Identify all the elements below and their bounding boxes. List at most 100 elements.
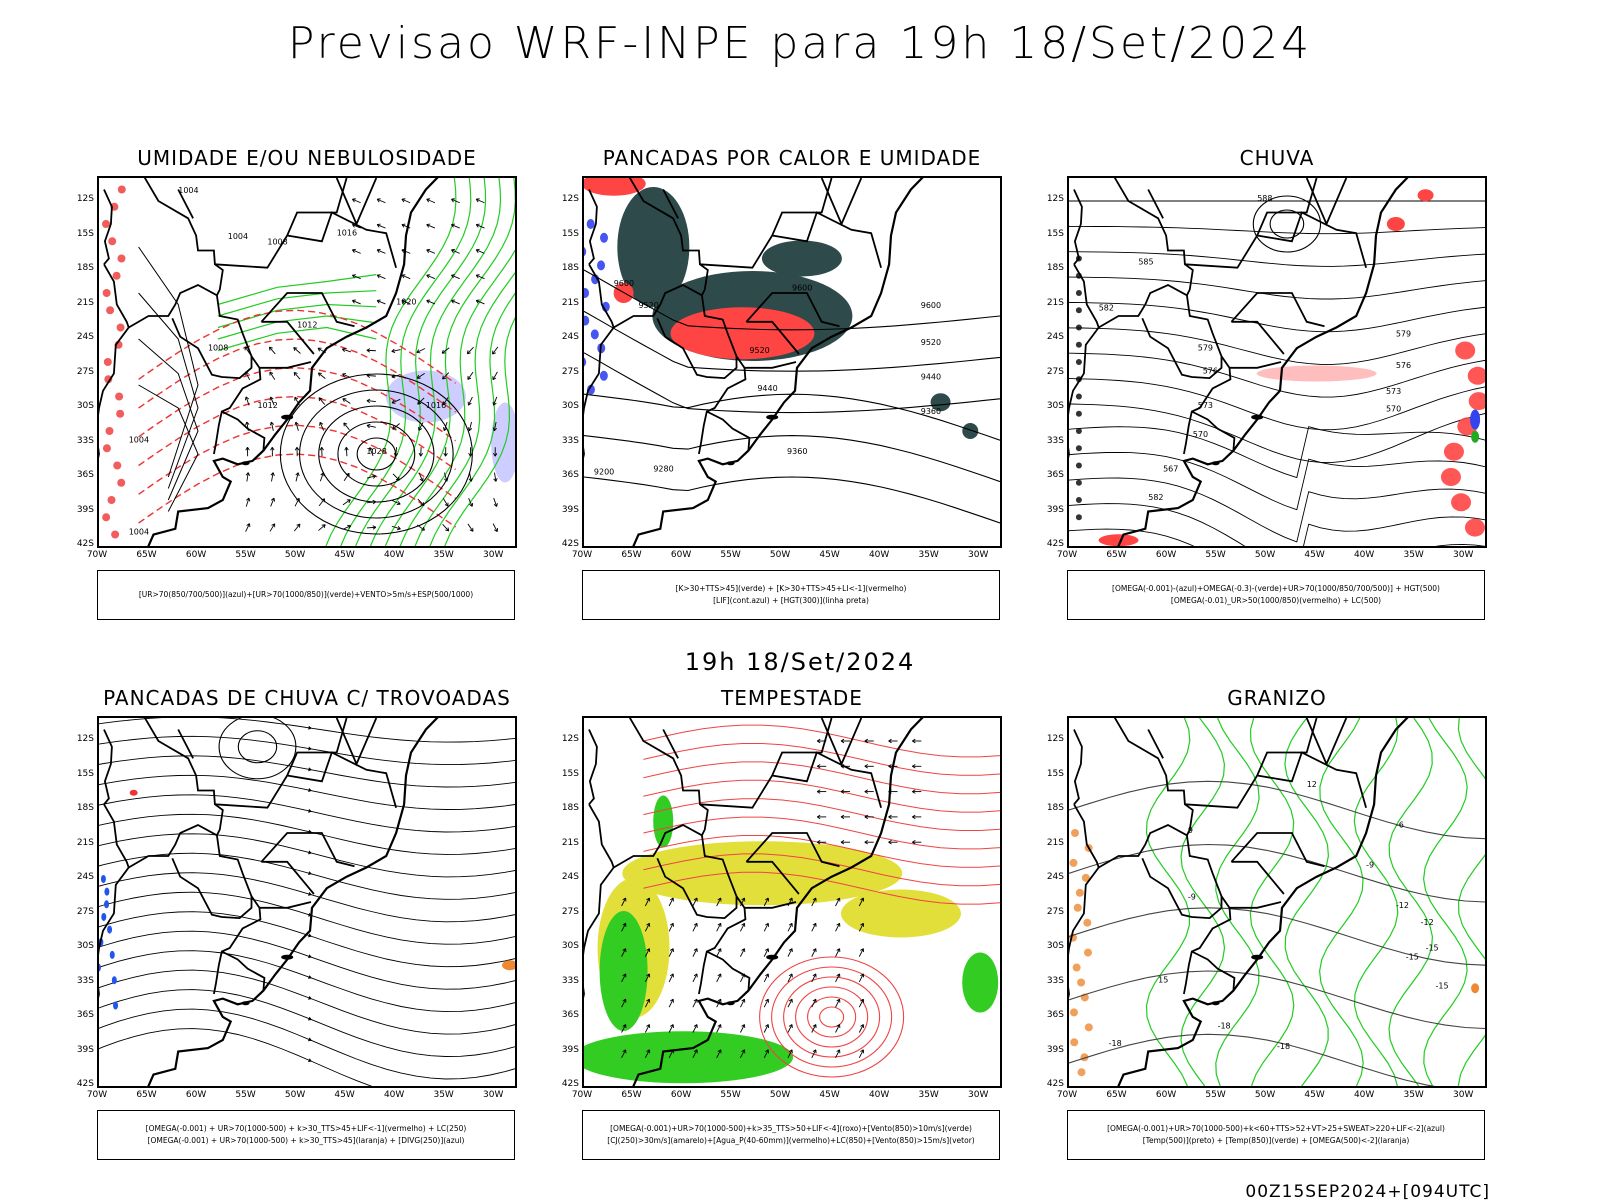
wind-vector — [764, 949, 768, 957]
lon-tick-label: 70W — [572, 1090, 592, 1100]
wind-vector — [912, 739, 921, 743]
contour-label: -18 — [1277, 1042, 1290, 1051]
panel-legend: [OMEGA(-0.001)+UR>70(1000-500)+k<60+TTS>… — [1067, 1110, 1485, 1160]
contour-label: 582 — [1099, 303, 1114, 312]
lon-tick-label: 60W — [186, 1090, 206, 1100]
wind-vector — [417, 525, 424, 530]
wind-vector — [817, 790, 826, 794]
streamline-850hpa-red — [643, 744, 1000, 776]
wind-vector — [427, 275, 435, 279]
wind-vector — [419, 447, 423, 456]
lat-tick-label: 21S — [551, 298, 579, 308]
lif-blue-contour — [584, 357, 586, 367]
wind850-green — [962, 953, 998, 1013]
contour-label: 9360 — [921, 407, 941, 416]
lc-black-contour — [1076, 497, 1082, 503]
panel-title: PANCADAS POR CALOR E UMIDADE — [557, 146, 1027, 170]
rain-red-area — [1418, 189, 1434, 201]
lat-tick-label: 27S — [1036, 367, 1064, 377]
divergence-blue — [110, 951, 115, 959]
streamline-250hpa — [99, 775, 515, 809]
wind-vector — [788, 999, 792, 1007]
lat-tick-label: 15S — [66, 229, 94, 239]
lat-tick-label: 27S — [66, 367, 94, 377]
lagoon — [727, 1001, 735, 1005]
political-border — [215, 178, 347, 268]
map-canvas — [584, 718, 1000, 1086]
wind-vector — [469, 473, 473, 482]
lat-tick-label: 24S — [66, 332, 94, 342]
red-scatter — [116, 410, 124, 418]
lat-tick-label: 15S — [1036, 229, 1064, 239]
wind-vector — [740, 923, 744, 931]
lon-tick-label: 45W — [819, 1090, 839, 1100]
legend-line: [OMEGA(-0.001)-(azul)+OMEGA(-0.3)-(verde… — [1068, 583, 1484, 595]
panel-title: PANCADAS DE CHUVA C/ TROVOADAS — [72, 686, 542, 710]
lat-tick-label: 12S — [551, 194, 579, 204]
temp850-green-contour — [1285, 718, 1329, 1086]
political-border — [1114, 718, 1193, 835]
lc-black-contour — [1076, 342, 1082, 348]
divergence-blue — [104, 888, 109, 896]
temp850-green-contour — [1181, 718, 1225, 1086]
lat-tick-label: 15S — [551, 769, 579, 779]
omega-orange-area — [1070, 1008, 1078, 1016]
lon-tick-label: 35W — [1403, 1090, 1423, 1100]
lon-tick-label: 30W — [1453, 550, 1473, 560]
lat-tick-label: 39S — [551, 1045, 579, 1055]
lagoon — [242, 461, 250, 465]
rain-red-area — [1468, 367, 1485, 385]
political-border — [589, 730, 597, 805]
political-border — [99, 328, 129, 547]
wind-vector — [417, 348, 425, 352]
lon-tick-label: 35W — [918, 550, 938, 560]
lon-tick-label: 50W — [285, 1090, 305, 1100]
wind-vector — [377, 275, 385, 279]
wind-vector — [764, 1024, 768, 1032]
divergence-blue — [101, 913, 106, 921]
contour-label: 567 — [1163, 464, 1178, 473]
contour-label: 9600 — [614, 279, 634, 288]
wind-vector — [319, 398, 325, 405]
lon-tick-label: 35W — [433, 1090, 453, 1100]
lat-tick-label: 33S — [1036, 976, 1064, 986]
rain-red-area — [1465, 519, 1485, 537]
lat-tick-label: 18S — [1036, 803, 1064, 813]
lat-tick-label: 42S — [551, 1079, 579, 1089]
rain-red-area — [1455, 342, 1475, 360]
omega-orange-area — [1085, 1023, 1093, 1031]
lat-tick-label: 36S — [66, 470, 94, 480]
wind-vector — [468, 397, 472, 405]
lon-tick-label: 45W — [334, 1090, 354, 1100]
wind-vector — [764, 923, 768, 931]
wind-vector — [294, 524, 300, 531]
streamline-500hpa — [1069, 252, 1485, 267]
wind-vector — [427, 249, 435, 253]
lat-tick-label: 36S — [1036, 1010, 1064, 1020]
wind-vector — [717, 974, 721, 982]
divergence-blue — [99, 964, 101, 972]
lat-tick-label: 12S — [1036, 194, 1064, 204]
wind-vector — [836, 999, 840, 1007]
streamline-850hpa-red — [643, 780, 1000, 812]
wind-vector — [271, 473, 275, 482]
lat-tick-label: 18S — [551, 803, 579, 813]
wind-vector — [295, 447, 299, 456]
wind-vector — [468, 524, 473, 531]
streamline-500hpa — [1069, 452, 1485, 509]
omega-blue-area — [1470, 410, 1480, 430]
map-canvas: 9600952094409360952094409360928092009600… — [584, 178, 1000, 546]
lat-tick-label: 21S — [1036, 838, 1064, 848]
wind-vector — [443, 498, 448, 506]
contour-label: -12 — [1421, 918, 1434, 927]
lagoon — [1212, 1001, 1220, 1005]
lat-tick-label: 30S — [1036, 941, 1064, 951]
lat-tick-label: 36S — [551, 470, 579, 480]
political-border — [745, 362, 797, 368]
wind-vector — [294, 348, 301, 354]
wind-vector — [367, 475, 376, 479]
political-border — [589, 804, 614, 867]
legend-line: [OMEGA(-0.001)+UR>70(1000-500)+k<60+TTS>… — [1068, 1123, 1484, 1135]
